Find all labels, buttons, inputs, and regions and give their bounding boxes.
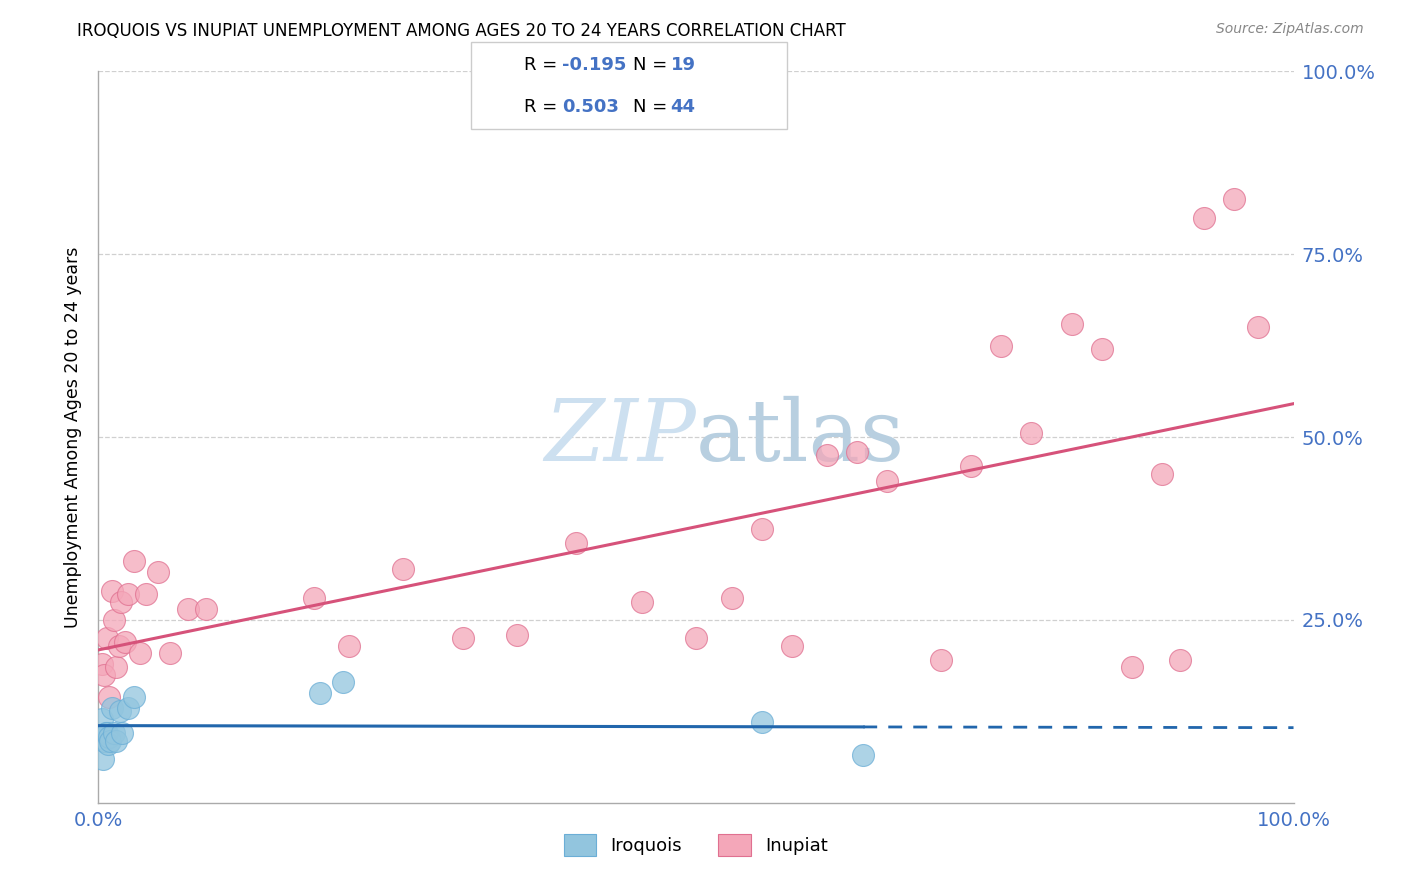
Point	[100, 583, 122, 598]
Point	[392, 562, 415, 576]
Point	[129, 646, 152, 660]
Point	[846, 444, 869, 458]
Point	[105, 733, 128, 747]
Point	[105, 660, 128, 674]
Text: R =: R =	[524, 56, 564, 74]
Point	[685, 632, 707, 646]
Point	[721, 591, 744, 605]
Point	[332, 675, 354, 690]
Point	[91, 657, 114, 671]
Point	[96, 632, 118, 646]
Text: IROQUOIS VS INUPIAT UNEMPLOYMENT AMONG AGES 20 TO 24 YEARS CORRELATION CHART: IROQUOIS VS INUPIAT UNEMPLOYMENT AMONG A…	[77, 22, 846, 40]
Point	[148, 566, 170, 580]
Point	[111, 726, 134, 740]
Text: N =: N =	[633, 56, 672, 74]
Text: N =: N =	[633, 97, 672, 115]
Point	[1192, 211, 1215, 225]
Point	[110, 594, 132, 608]
Point	[339, 639, 361, 653]
Point	[93, 733, 115, 747]
Point	[98, 733, 122, 747]
Point	[815, 448, 838, 462]
Text: atlas: atlas	[696, 395, 905, 479]
Point	[751, 521, 773, 535]
Point	[107, 639, 129, 653]
Point	[103, 726, 125, 740]
Text: Source: ZipAtlas.com: Source: ZipAtlas.com	[1216, 22, 1364, 37]
Point	[124, 554, 146, 568]
Point	[98, 690, 121, 704]
Point	[91, 712, 114, 726]
Point	[108, 705, 131, 719]
Point	[631, 594, 654, 608]
Legend: Iroquois, Inupiat: Iroquois, Inupiat	[557, 827, 835, 863]
Point	[114, 635, 136, 649]
Point	[94, 726, 117, 740]
Point	[103, 613, 125, 627]
Point	[91, 752, 114, 766]
Text: 19: 19	[671, 56, 696, 74]
Point	[929, 653, 952, 667]
Point	[1019, 426, 1042, 441]
Text: R =: R =	[524, 97, 564, 115]
Point	[159, 646, 181, 660]
Text: -0.195: -0.195	[562, 56, 627, 74]
Point	[117, 587, 139, 601]
Point	[1062, 317, 1084, 331]
Point	[1247, 320, 1270, 334]
Point	[93, 667, 115, 681]
Point	[117, 700, 139, 714]
Point	[852, 748, 875, 763]
Point	[97, 737, 120, 751]
Point	[451, 632, 474, 646]
Point	[1223, 193, 1246, 207]
Point	[124, 690, 146, 704]
Point	[195, 602, 218, 616]
Point	[751, 715, 773, 730]
Point	[135, 587, 157, 601]
Point	[1091, 343, 1114, 357]
Text: 0.503: 0.503	[562, 97, 619, 115]
Point	[96, 726, 118, 740]
Point	[177, 602, 200, 616]
Point	[565, 536, 588, 550]
Point	[98, 730, 121, 744]
Point	[308, 686, 330, 700]
Point	[100, 700, 122, 714]
Point	[506, 627, 529, 641]
Text: 44: 44	[671, 97, 696, 115]
Point	[780, 639, 803, 653]
Point	[960, 459, 983, 474]
Y-axis label: Unemployment Among Ages 20 to 24 years: Unemployment Among Ages 20 to 24 years	[63, 246, 82, 628]
Point	[1121, 660, 1143, 674]
Point	[990, 338, 1012, 352]
Point	[1152, 467, 1174, 481]
Point	[876, 474, 898, 488]
Text: ZIP: ZIP	[544, 396, 696, 478]
Point	[302, 591, 325, 605]
Point	[1168, 653, 1191, 667]
